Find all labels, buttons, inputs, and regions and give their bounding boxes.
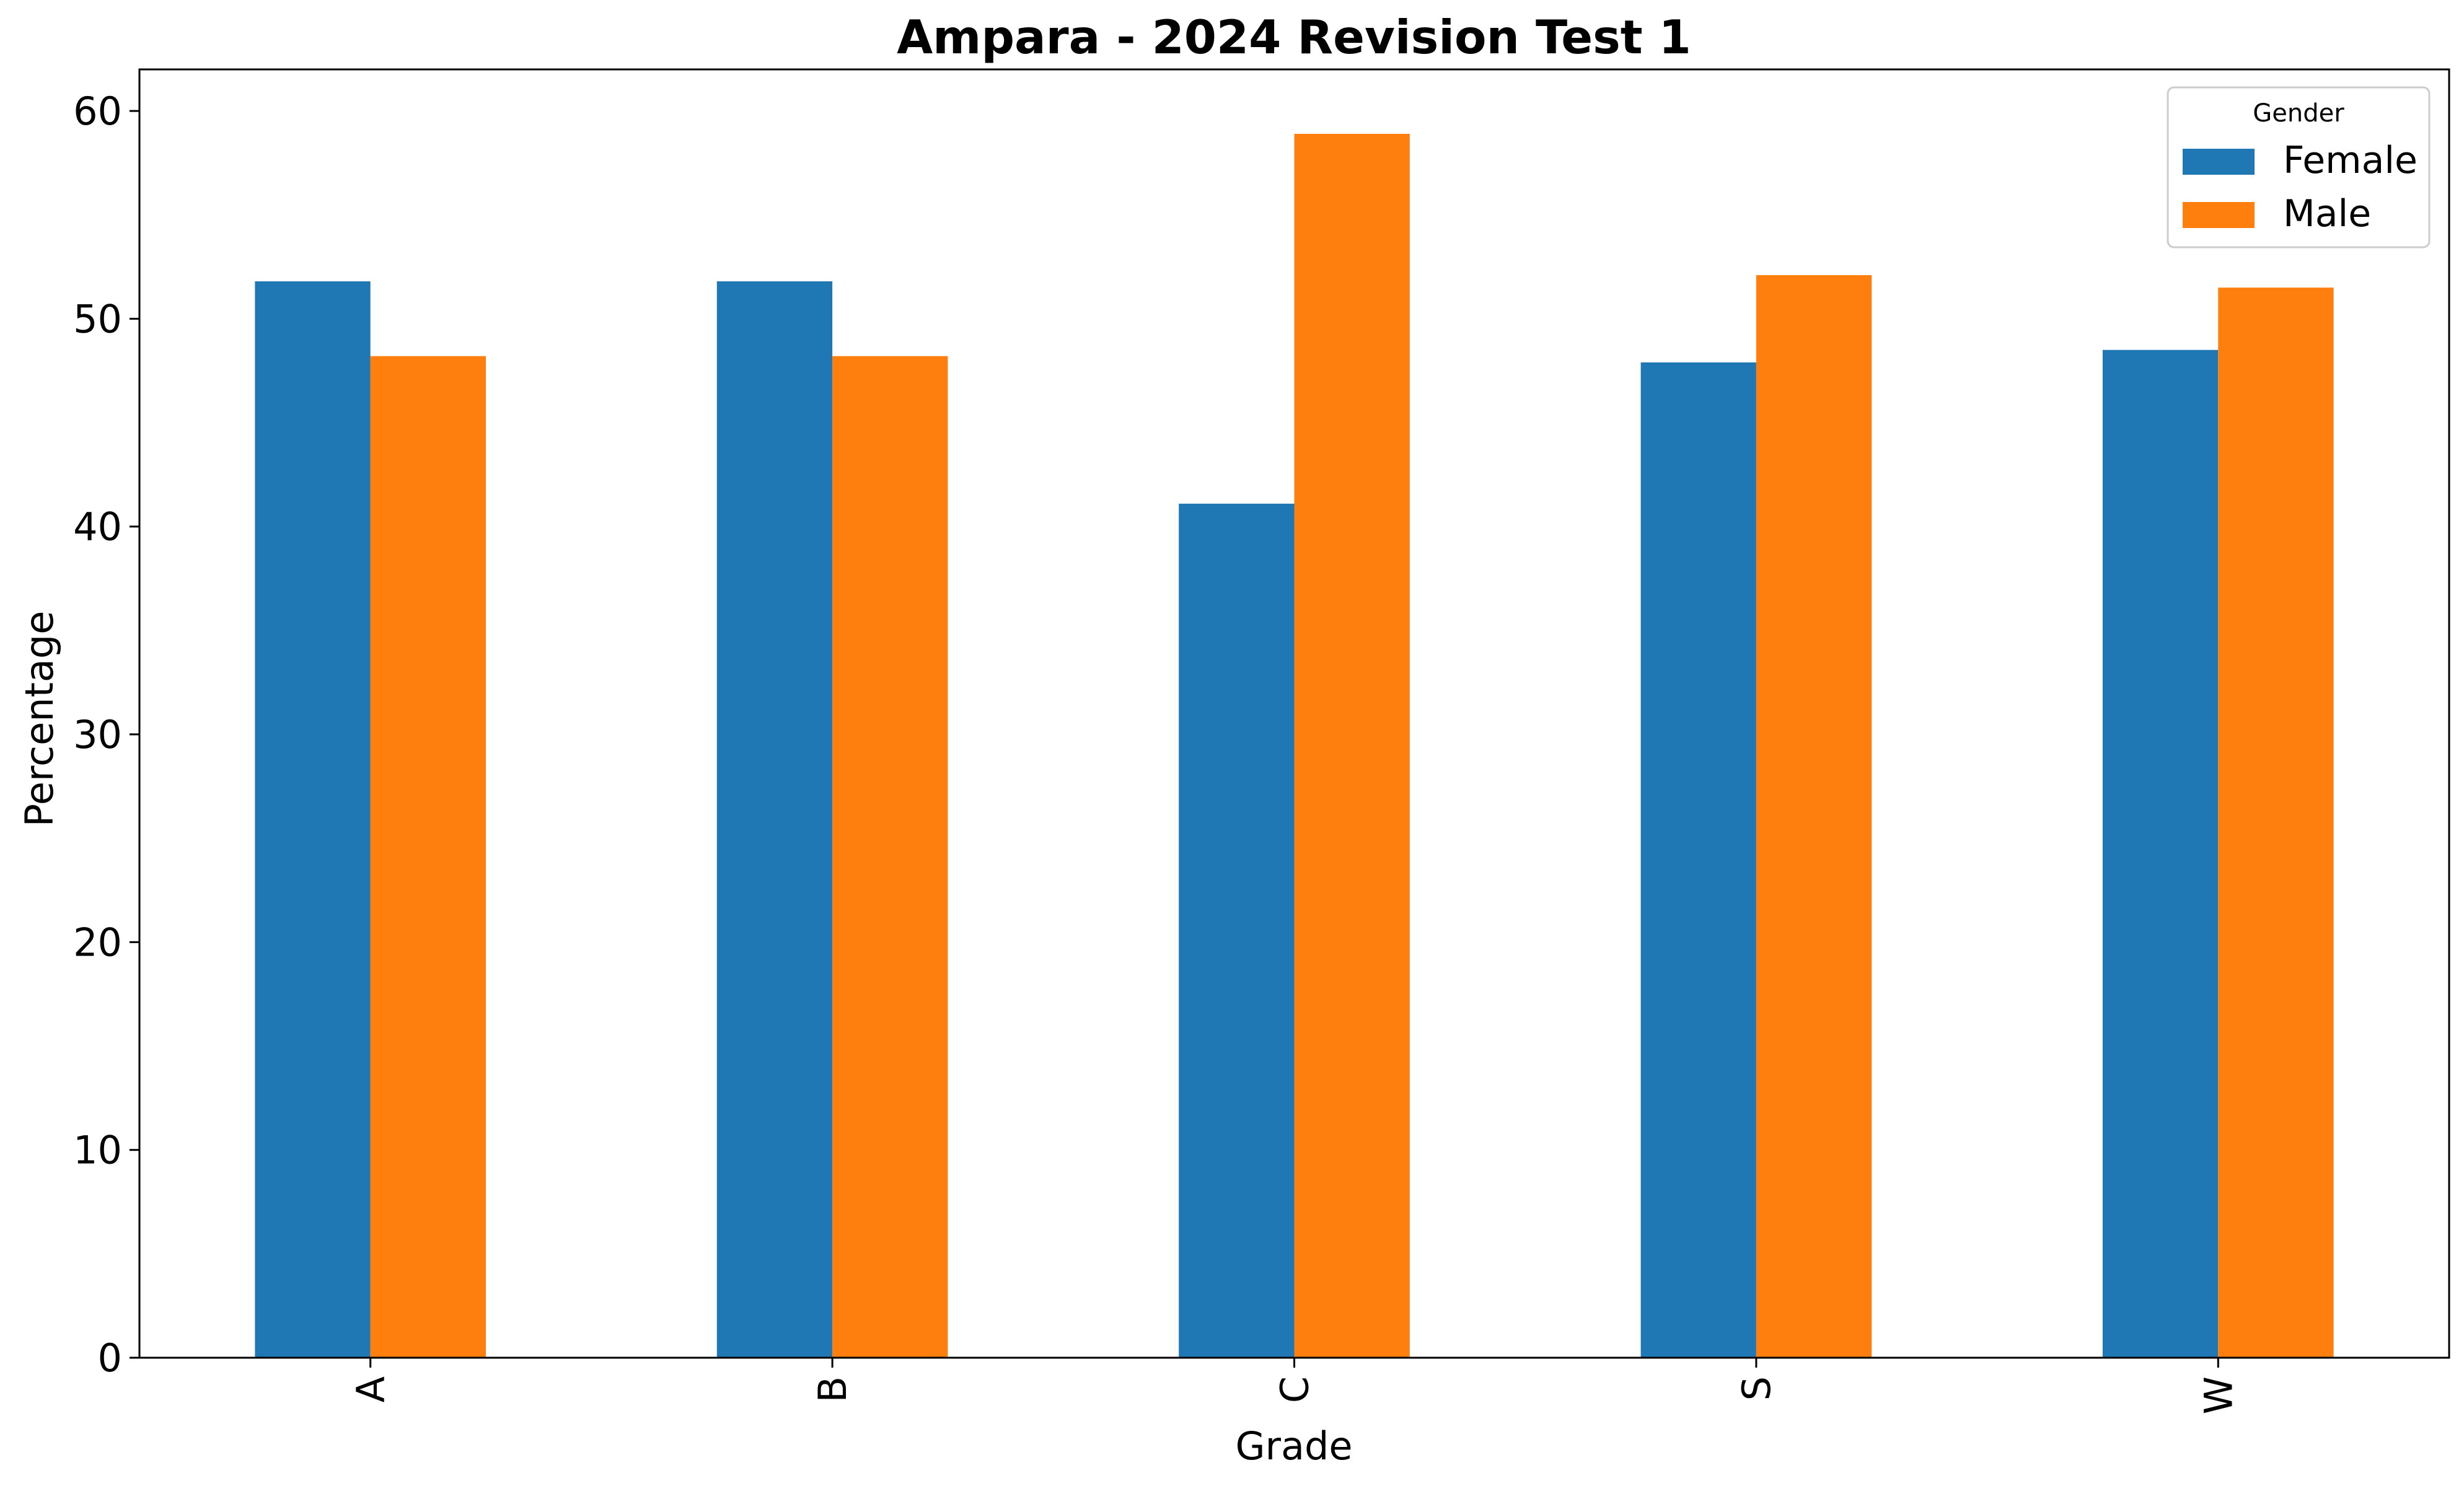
legend-swatch-male	[2183, 202, 2255, 228]
x-tick-label: B	[810, 1376, 855, 1403]
legend-swatch-female	[2183, 149, 2255, 175]
bar-male-a	[370, 356, 486, 1358]
y-tick-label: 40	[73, 504, 122, 550]
y-tick-label: 50	[73, 296, 122, 341]
bar-male-c	[1294, 134, 1410, 1358]
y-axis: 0 10 20 30 40 50 60	[73, 89, 139, 1381]
legend-label-male: Male	[2283, 192, 2371, 235]
x-tick-label: W	[2196, 1376, 2241, 1414]
y-axis-label: Percentage	[17, 611, 62, 827]
chart-title: Ampara - 2024 Revision Test 1	[897, 10, 1691, 64]
bar-female-w	[2102, 350, 2219, 1358]
bar-female-c	[1179, 503, 1295, 1358]
y-tick-label: 30	[73, 712, 122, 757]
bar-female-s	[1640, 362, 1756, 1358]
x-tick-label: S	[1734, 1376, 1779, 1400]
bar-female-a	[255, 281, 371, 1358]
y-tick-label: 60	[73, 89, 122, 134]
legend-title: Gender	[2253, 99, 2344, 128]
bar-female-b	[716, 281, 833, 1358]
x-axis-label: Grade	[1235, 1423, 1352, 1469]
y-tick-label: 20	[73, 920, 122, 965]
bar-male-w	[2218, 288, 2334, 1358]
bar-male-s	[1756, 275, 1872, 1358]
x-tick-label: C	[1272, 1376, 1318, 1403]
bar-male-b	[832, 356, 948, 1358]
legend-label-female: Female	[2283, 139, 2418, 182]
y-tick-label: 10	[73, 1128, 122, 1173]
legend: Gender Female Male	[2167, 86, 2431, 248]
plot-area	[255, 134, 2334, 1358]
x-tick-label: A	[348, 1376, 394, 1402]
y-tick-label: 0	[98, 1335, 122, 1381]
